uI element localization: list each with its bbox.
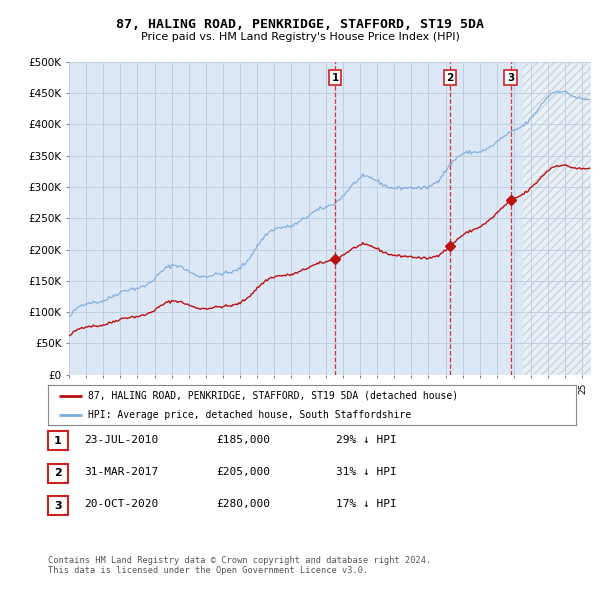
Text: HPI: Average price, detached house, South Staffordshire: HPI: Average price, detached house, Sout… — [88, 410, 411, 419]
Text: 87, HALING ROAD, PENKRIDGE, STAFFORD, ST19 5DA: 87, HALING ROAD, PENKRIDGE, STAFFORD, ST… — [116, 18, 484, 31]
Text: Price paid vs. HM Land Registry's House Price Index (HPI): Price paid vs. HM Land Registry's House … — [140, 32, 460, 42]
Text: 3: 3 — [54, 501, 62, 510]
Text: 17% ↓ HPI: 17% ↓ HPI — [336, 500, 397, 509]
Text: 29% ↓ HPI: 29% ↓ HPI — [336, 435, 397, 444]
Text: 31% ↓ HPI: 31% ↓ HPI — [336, 467, 397, 477]
Text: 2: 2 — [54, 468, 62, 478]
Text: 20-OCT-2020: 20-OCT-2020 — [84, 500, 158, 509]
Text: Contains HM Land Registry data © Crown copyright and database right 2024.
This d: Contains HM Land Registry data © Crown c… — [48, 556, 431, 575]
Text: 1: 1 — [332, 73, 339, 83]
Text: 3: 3 — [507, 73, 514, 83]
Text: 87, HALING ROAD, PENKRIDGE, STAFFORD, ST19 5DA (detached house): 87, HALING ROAD, PENKRIDGE, STAFFORD, ST… — [88, 391, 458, 401]
Text: £205,000: £205,000 — [216, 467, 270, 477]
Text: 1: 1 — [54, 436, 62, 445]
Text: 2: 2 — [446, 73, 454, 83]
Text: £280,000: £280,000 — [216, 500, 270, 509]
Text: 23-JUL-2010: 23-JUL-2010 — [84, 435, 158, 444]
Text: 31-MAR-2017: 31-MAR-2017 — [84, 467, 158, 477]
Text: £185,000: £185,000 — [216, 435, 270, 444]
Bar — [523, 62, 591, 375]
